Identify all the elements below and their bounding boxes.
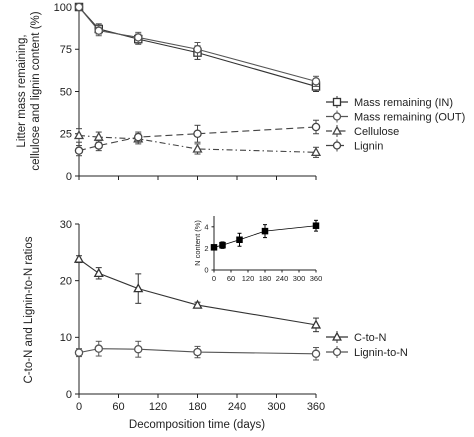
square-marker [332,97,342,107]
circle-marker [332,112,342,121]
y-axis-title-line-1: Litter mass remaining, [16,34,28,147]
series-line [78,258,317,326]
y-axis-title: C-to-N and Lignin-to-N ratios [23,236,35,383]
square-marker [261,227,269,235]
x-tick-label: 120 [149,401,167,413]
inset-y-axis-title: N content (%) [193,220,202,266]
circle-marker [74,348,84,357]
circle-marker [332,347,342,357]
x-tick-label: 180 [188,401,206,413]
series-mass-remaining-out- [74,2,321,87]
legend: Mass remaining (IN) Mass remaining (OUT) C… [326,96,465,153]
series-c-to-n [73,253,322,333]
x-tick-label: 300 [267,401,285,413]
circle-marker [193,45,202,54]
series-lignin [74,119,321,157]
triangle-marker [192,143,203,153]
square-marker [219,241,226,249]
y-tick-label: 0 [66,389,72,401]
legend-label: Lignin [354,141,383,153]
square-marker [312,222,320,229]
legend-label: Mass remaining (IN) [354,97,453,109]
y-tick-label: 100 [54,2,72,14]
y-tick-label: 50 [60,86,72,98]
legend-label: Cellulose [354,126,399,138]
circle-marker [94,141,104,150]
circle-marker [311,349,321,359]
series-lignin-to-n [74,340,321,361]
x-tick-label: 0 [212,274,216,283]
circle-marker [193,347,202,357]
circle-marker [133,33,143,42]
square-marker [210,244,218,251]
y-tick-label: 4 [204,222,208,231]
y-tick-label: 2 [204,244,208,253]
triangle-marker [192,299,203,309]
circle-marker [332,141,342,150]
x-tick-label: 240 [276,274,289,283]
x-tick-label: 180 [259,274,272,283]
circle-marker [193,129,202,138]
legend-label: Lignin-to-N [354,347,408,359]
circle-marker [311,122,321,132]
x-tick-label: 60 [227,274,235,283]
x-tick-label: 0 [76,401,82,413]
triangle-marker [93,267,104,278]
circle-marker [133,344,143,354]
legend-label: C-to-N [354,332,386,344]
triangle-marker [133,283,144,293]
x-axis-title: Decomposition time (days) [129,419,265,431]
x-tick-label: 120 [242,274,255,283]
y-axis-title-line-2: cellulose and lignin content (%) [30,11,42,170]
y-tick-label: 0 [204,266,208,275]
square-marker [236,236,243,244]
series-n-content [210,219,320,251]
circle-marker [74,146,84,155]
x-tick-label: 360 [310,274,323,283]
y-tick-label: 0 [66,171,72,183]
triangle-marker [332,125,342,135]
circle-marker [94,26,104,35]
circle-marker [94,344,104,353]
y-tick-label: 10 [60,332,72,344]
triangle-marker [332,331,342,341]
y-tick-label: 25 [60,129,72,141]
circle-marker [311,77,321,86]
triangle-marker [310,146,322,157]
y-tick-label: 20 [60,276,72,288]
x-tick-label: 360 [307,401,325,413]
x-tick-label: 240 [228,401,246,413]
y-tick-label: 75 [60,44,72,56]
x-tick-label: 60 [112,401,124,413]
legend-label: Mass remaining (OUT) [354,112,465,124]
triangle-marker [73,253,85,263]
triangle-marker [310,319,322,329]
x-tick-label: 300 [293,274,306,283]
circle-marker [74,2,84,12]
circle-marker [133,132,143,142]
triangle-marker [73,129,85,140]
y-tick-label: 30 [60,219,72,231]
legend: C-to-N Lignin-to-N [326,331,408,359]
